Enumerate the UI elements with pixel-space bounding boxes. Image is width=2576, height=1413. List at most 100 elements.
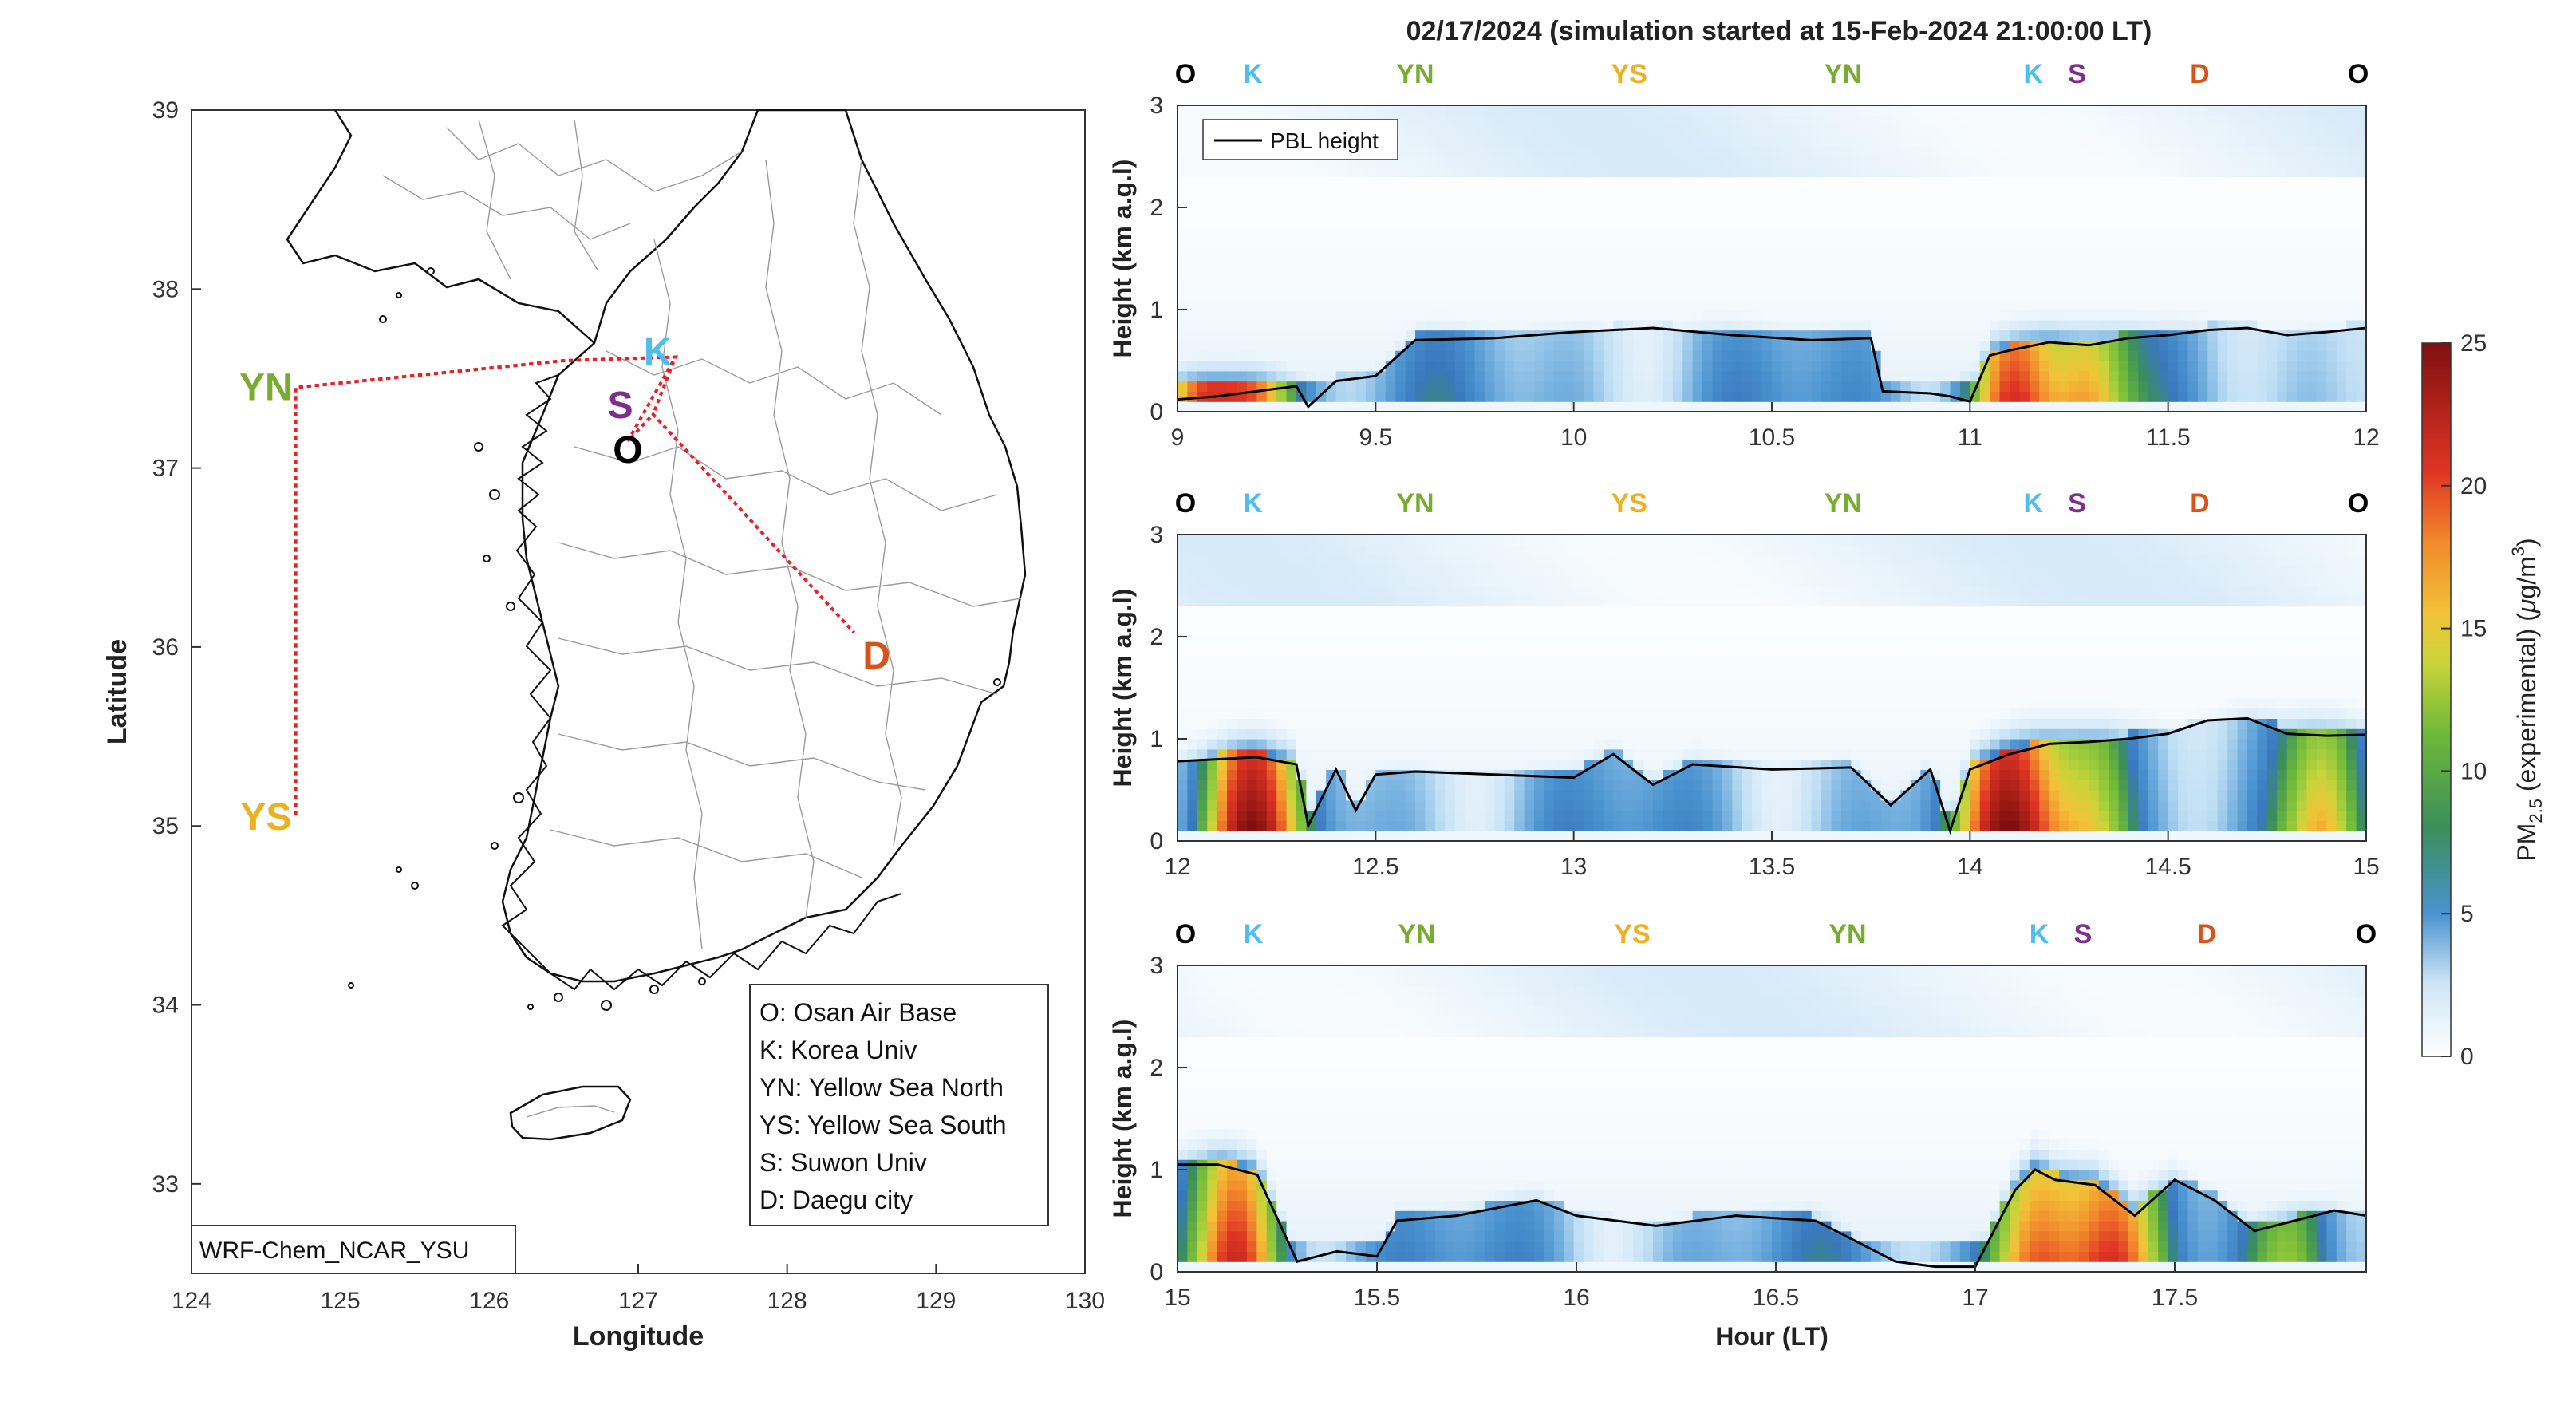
pm25-cell	[2109, 350, 2120, 361]
pm25-cell	[1385, 238, 1396, 249]
pm25-cell	[2078, 401, 2089, 412]
pm25-cell	[2128, 217, 2140, 229]
pm25-cell	[1207, 268, 1218, 280]
pm25-cell	[1682, 381, 1694, 392]
pm25-cell	[2059, 238, 2070, 249]
pm25-cell	[2158, 217, 2169, 229]
pm25-cell	[1524, 156, 1535, 168]
pm25-cell	[1702, 197, 1714, 208]
pm25-cell	[1474, 575, 1485, 586]
pm25-cell	[1445, 820, 1456, 831]
pm25-cell	[1197, 176, 1208, 187]
pm25-cell	[1246, 831, 1257, 842]
pm25-cell	[2019, 381, 2030, 392]
pm25-cell	[1187, 820, 1198, 831]
pm25-cell	[1990, 136, 2001, 147]
pm25-cell	[1465, 616, 1476, 627]
pm25-cell	[1950, 401, 1961, 412]
pm25-cell	[1524, 637, 1535, 648]
pm25-cell	[1880, 146, 1892, 157]
pm25-cell	[1405, 739, 1416, 750]
pm25-cell	[1187, 187, 1198, 198]
pm25-cell	[1534, 370, 1545, 382]
pm25-cell	[1979, 330, 1990, 341]
pm25-cell	[2098, 310, 2109, 321]
pm25-cell	[1335, 637, 1347, 648]
pm25-cell	[1564, 136, 1575, 147]
pm25-cell	[1544, 248, 1555, 259]
pm25-cell	[2316, 146, 2327, 157]
pm25-cell	[1286, 831, 1297, 842]
pm25-cell	[1851, 310, 1862, 321]
pm25-cell	[1573, 350, 1584, 361]
pm25-cell	[1910, 289, 1921, 300]
pm25-cell	[1761, 238, 1773, 249]
pm25-cell	[1484, 799, 1495, 811]
pm25-cell	[1296, 544, 1308, 556]
pm25-cell	[1178, 637, 1189, 648]
pm25-cell	[1514, 739, 1525, 750]
pm25-cell	[1880, 319, 1892, 331]
pm25-cell	[1217, 350, 1228, 361]
pm25-cell	[1335, 688, 1347, 699]
pm25-cell	[2297, 340, 2308, 351]
pm25-cell	[1465, 759, 1476, 770]
pm25-cell	[1178, 586, 1189, 597]
pm25-cell	[1821, 105, 1832, 116]
pm25-cell	[2336, 289, 2347, 300]
pm25-cell	[1335, 248, 1347, 259]
pm25-cell	[1454, 156, 1466, 168]
pm25-cell	[1355, 748, 1367, 760]
pm25-cell	[1959, 381, 1970, 392]
pm25-cell	[1860, 361, 1872, 372]
pm25-cell	[1712, 278, 1723, 290]
pm25-cell	[1544, 575, 1555, 586]
pm25-cell	[1425, 391, 1436, 402]
pm25-cell	[1355, 278, 1367, 290]
pm25-cell	[1306, 575, 1317, 586]
pm25-cell	[1415, 166, 1426, 178]
pm25-cell	[1831, 136, 1842, 147]
pm25-cell	[1553, 565, 1564, 576]
pm25-cell	[1395, 688, 1406, 699]
pm25-cell	[2098, 146, 2109, 157]
pm25-cell	[1653, 238, 1664, 249]
pm25-cell	[1197, 278, 1208, 290]
pm25-cell	[1702, 187, 1714, 198]
pm25-cell	[1524, 667, 1535, 678]
pm25-cell	[1553, 381, 1564, 392]
pm25-cell	[1375, 544, 1387, 556]
pm25-cell	[1672, 146, 1683, 157]
pm25-cell	[1415, 115, 1426, 127]
pm25-cell	[1385, 799, 1396, 811]
pm25-cell	[1573, 166, 1584, 178]
pm25-cell	[2069, 268, 2080, 280]
pm25-cell	[2010, 391, 2021, 402]
pm25-cell	[2187, 350, 2199, 361]
pm25-cell	[1454, 595, 1466, 607]
pm25-cell	[1494, 820, 1505, 831]
pm25-cell	[1623, 125, 1634, 136]
pm25-cell	[1970, 248, 1981, 259]
pm25-cell	[1335, 330, 1347, 341]
pm25-cell	[1207, 759, 1218, 770]
pm25-cell	[1672, 248, 1683, 259]
pm25-cell	[2029, 156, 2040, 168]
pm25-cell	[1286, 361, 1297, 372]
pm25-cell	[1454, 820, 1466, 831]
pm25-cell	[1187, 156, 1198, 168]
pm25-cell	[1346, 401, 1357, 412]
pm25-cell	[1663, 207, 1674, 219]
map-ytick-label: 34	[152, 993, 179, 1019]
pm25-cell	[1752, 361, 1763, 372]
pm25-cell	[1999, 115, 2010, 127]
pm25-cell	[1454, 105, 1466, 116]
pm25-cell	[1633, 310, 1644, 321]
pm25-cell	[2178, 361, 2189, 372]
pm25-cell	[2069, 310, 2080, 321]
pm25-cell	[1266, 565, 1277, 576]
pm25-cell	[1970, 227, 1981, 239]
pm25-cell	[1821, 391, 1832, 402]
pm25-cell	[1187, 646, 1198, 658]
pm25-cell	[1425, 759, 1436, 770]
